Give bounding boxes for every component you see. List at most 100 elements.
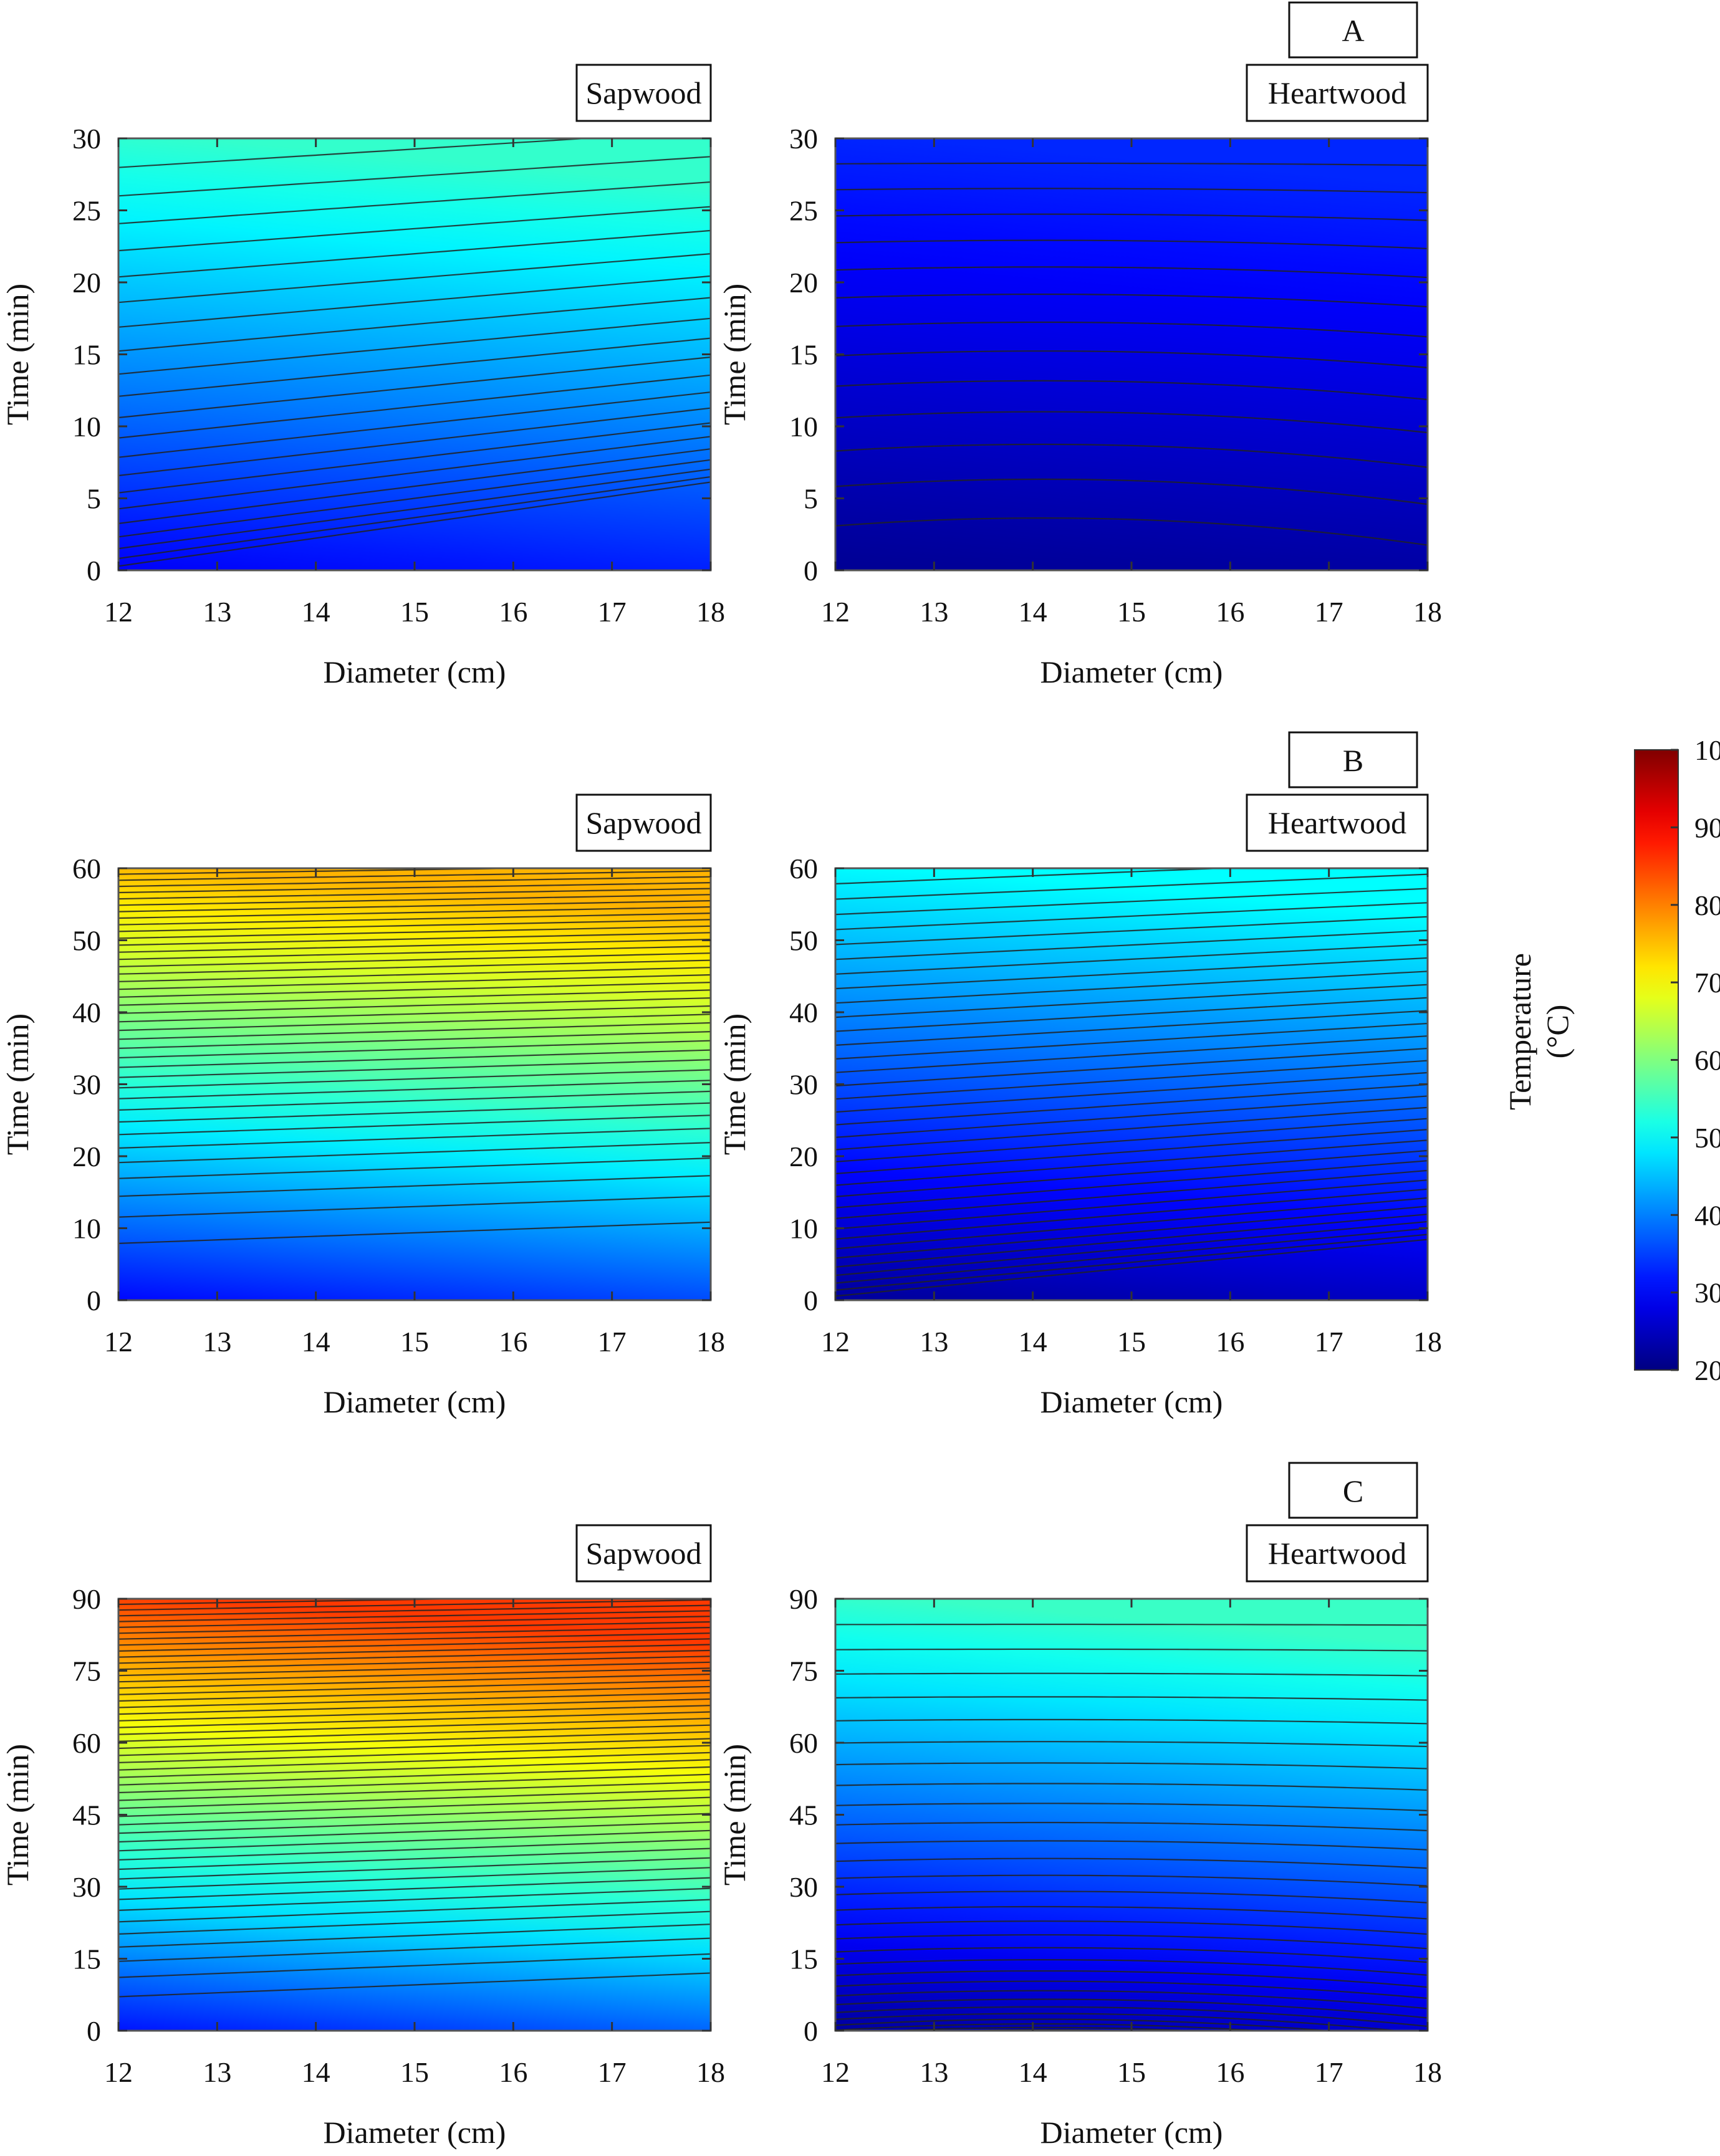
colorbar-tick-label: 100 [1694,734,1720,766]
contour-line [118,1829,711,1852]
y-tick-label: 0 [804,555,818,587]
contour-line [118,422,711,494]
contour-line [118,297,711,352]
x-axis-title: Diameter (cm) [324,1384,506,1419]
contour-line [118,1773,711,1794]
colorbar-tick-label: 60 [1694,1045,1720,1076]
contour-line [118,374,711,439]
contour-line [118,974,711,990]
contour-line [835,239,1428,249]
panel-b-sapwood: 12 13 14 15 16 17 18 0 10 20 30 40 50 60 Diameter (cm)… [0,793,725,1419]
contour-line [835,1047,1428,1087]
contour-line [118,391,711,458]
contour-line [118,356,711,419]
panel-b-heartwood: 12 13 14 15 16 17 18 0 10 20 30 40 50 60 Diameter (cm)… [717,793,1442,1419]
contour-line [835,1970,1428,1988]
row-label-box: C [1288,1462,1418,1519]
contour-line [118,1724,711,1742]
y-tick-label: 15 [789,1943,818,1975]
colorbar-tick-label: 70 [1694,967,1720,999]
y-tick-label: 5 [87,483,101,515]
y-tick-label: 50 [72,925,101,957]
row-label: B [1343,743,1363,778]
contour-line [118,229,711,278]
x-tick-label: 17 [598,596,627,628]
contour-line [118,1813,711,1834]
contour-line [118,1745,711,1763]
contour-line [118,1847,711,1871]
x-tick-label: 16 [499,1326,527,1358]
colorbar-tick-label: 80 [1694,889,1720,921]
panel-title: Heartwood [1268,805,1406,840]
contour-line [118,436,711,510]
contour-line [835,929,1428,961]
x-tick-label: 15 [400,1326,429,1358]
contour-line [118,1069,711,1089]
x-tick-label: 16 [1216,596,1244,628]
contour-line [118,1049,711,1068]
y-tick-label: 20 [789,1141,818,1172]
y-tick-label: 5 [804,483,818,515]
x-tick-label: 13 [203,1326,231,1358]
contour-line [118,1142,711,1164]
contour-line [835,188,1428,194]
contour-line [118,1005,711,1023]
contour-line [835,1990,1428,2010]
x-tick-label: 15 [1117,596,1146,628]
y-tick-label: 45 [72,1799,101,1831]
contour-line [118,1887,711,1911]
x-tick-label: 14 [1019,596,1047,628]
contour-line [118,1661,711,1677]
contour-line [835,1010,1428,1046]
contour-line [835,1160,1428,1209]
contour-line [118,882,711,894]
y-tick-label: 0 [87,1285,101,1316]
y-tick-label: 75 [72,1655,101,1687]
contour-line [118,894,711,906]
contour-line [835,350,1428,368]
colorbar-tick-label: 50 [1694,1122,1720,1154]
x-tick-label: 16 [499,2056,527,2088]
y-tick-label: 30 [72,1069,101,1101]
contour-line [118,967,711,982]
contour-line [118,156,711,197]
contour-line [118,1080,711,1100]
contour-line [835,1783,1428,1791]
y-tick-label: 40 [72,997,101,1028]
contour-line [118,1632,711,1646]
y-axis-title: Time (min) [0,1013,35,1155]
contour-line [118,1031,711,1049]
x-tick-label: 12 [104,2056,133,2088]
y-tick-label: 40 [789,997,818,1028]
y-tick-label: 25 [72,195,101,227]
panel-title-box: Heartwood [1246,1524,1429,1583]
contour-line [118,1649,711,1664]
panel-c-heartwood: 12 13 14 15 16 17 18 0 15 30 45 60 75 90 Diameter (cm)… [717,1524,1442,2150]
panel-c-sapwood: 12 13 14 15 16 17 18 0 15 30 45 60 75 90 Diameter (cm)… [0,1524,725,2150]
y-axis-title: Time (min) [717,1744,752,1885]
contour-line [835,1648,1428,1652]
x-tick-label: 16 [499,596,527,628]
contour-line [118,913,711,926]
heatmap-field [835,1599,1428,2031]
contour-line [835,997,1428,1032]
x-tick-label: 12 [821,2056,850,2088]
y-tick-label: 10 [72,411,101,443]
heatmap-field [118,868,711,1300]
contour-line [835,1118,1428,1162]
contour-line [835,478,1428,505]
contour-line [118,888,711,900]
contour-line [118,1090,711,1111]
contour-line [118,1804,711,1826]
contour-line [118,1644,711,1658]
contour-line [118,1175,711,1197]
contour-line [835,1874,1428,1887]
y-tick-label: 0 [87,555,101,587]
contour-line [118,1751,711,1771]
panels-layer: 12 13 14 15 16 17 18 0 5 10 15 20 25 30 Diameter (cm) T… [0,64,1442,2150]
x-tick-label: 16 [1216,2056,1244,2088]
contour-line [835,1214,1428,1268]
y-tick-label: 30 [789,1871,818,1903]
contour-line [118,1789,711,1809]
